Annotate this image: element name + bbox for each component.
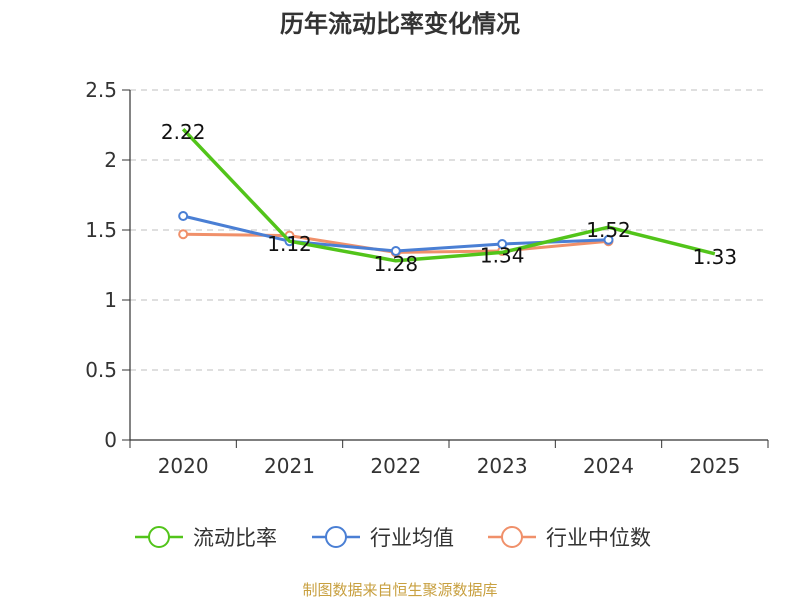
legend-label: 流动比率 (193, 526, 277, 550)
legend[interactable]: 流动比率 行业均值 行业中位数 (135, 526, 651, 550)
legend-label: 行业均值 (370, 526, 454, 550)
x-tick-label: 2025 (689, 454, 740, 478)
y-tick-label: 2.5 (85, 78, 117, 102)
x-tick-label: 2024 (583, 454, 634, 478)
legend-item[interactable]: 行业均值 (312, 526, 454, 550)
series-point (178, 229, 189, 240)
data-labels: 2.22 1.12 1.28 1.34 1.52 1.33 (161, 120, 737, 276)
y-tick-label: 0.5 (85, 358, 117, 382)
legend-item[interactable]: 流动比率 (135, 526, 277, 550)
data-label: 1.34 (480, 243, 525, 267)
series-point (178, 211, 189, 221)
x-tick-label: 2022 (370, 454, 421, 478)
data-label: 1.12 (267, 232, 312, 256)
legend-marker (325, 526, 347, 548)
data-label: 1.28 (374, 252, 419, 276)
data-label: 1.52 (586, 218, 631, 242)
series-point (497, 239, 508, 249)
data-label: 1.33 (693, 245, 738, 269)
series-group (178, 127, 716, 263)
grid-lines (130, 89, 768, 371)
legend-label: 行业中位数 (546, 526, 651, 550)
y-tick-label: 2 (104, 148, 117, 172)
data-label: 2.22 (161, 120, 206, 144)
legend-marker (148, 526, 170, 548)
y-tick-label: 1.5 (85, 218, 117, 242)
chart-title: 历年流动比率变化情况 (280, 10, 520, 38)
series-line-0 (181, 127, 716, 263)
x-tick-label: 2023 (477, 454, 528, 478)
y-tick-label: 1 (104, 288, 117, 312)
y-tick-label: 0 (104, 428, 117, 452)
x-tick-label: 2021 (264, 454, 315, 478)
x-tick-label: 2020 (158, 454, 209, 478)
source-note: 制图数据来自恒生聚源数据库 (302, 581, 497, 599)
legend-item[interactable]: 行业中位数 (488, 526, 651, 550)
series-point (603, 234, 614, 245)
legend-marker (501, 526, 523, 548)
series-point (390, 246, 401, 256)
